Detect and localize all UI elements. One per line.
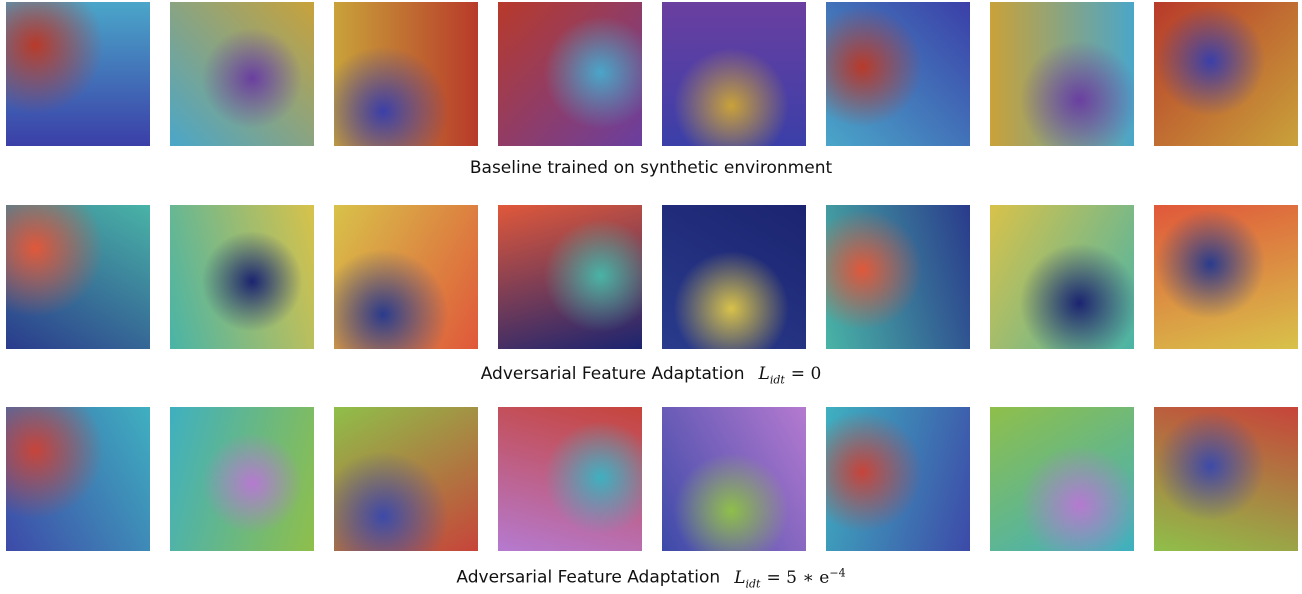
- heatmap-image: [6, 2, 150, 146]
- formula-symbol: L: [759, 364, 770, 384]
- heatmap-image: [826, 2, 970, 146]
- heatmap-image: [826, 205, 970, 349]
- heatmap-image: [498, 205, 642, 349]
- formula-symbol: L: [734, 568, 745, 588]
- heatmap-image: [990, 2, 1134, 146]
- formula: Lidt = 0: [759, 364, 822, 384]
- formula: Lidt = 5 ∗ e−4: [734, 568, 845, 588]
- caption-text: Baseline trained on synthetic environmen…: [470, 158, 832, 178]
- heatmap-image: [498, 2, 642, 146]
- caption: Adversarial Feature Adaptation Lidt = 5 ∗ …: [0, 566, 1302, 590]
- heatmap-image: [6, 205, 150, 349]
- heatmap-image: [1154, 205, 1298, 349]
- heatmap-image: [334, 205, 478, 349]
- caption: Baseline trained on synthetic environmen…: [0, 158, 1302, 178]
- heatmap-image: [334, 2, 478, 146]
- formula-rhs: = 5 ∗ e: [766, 568, 829, 588]
- heatmap-image: [170, 407, 314, 551]
- heatmap-image: [662, 407, 806, 551]
- heatmap-image: [826, 407, 970, 551]
- heatmap-image: [498, 407, 642, 551]
- heatmap-image: [990, 205, 1134, 349]
- figure: Baseline trained on synthetic environmen…: [0, 0, 1302, 594]
- heatmap-image: [170, 205, 314, 349]
- heatmap-image: [170, 2, 314, 146]
- caption-text: Adversarial Feature Adaptation: [481, 364, 745, 384]
- heatmap-image: [990, 407, 1134, 551]
- formula-subscript: idt: [746, 577, 761, 590]
- formula-superscript: −4: [829, 566, 845, 579]
- caption: Adversarial Feature Adaptation Lidt = 0: [0, 364, 1302, 386]
- caption-text: Adversarial Feature Adaptation: [456, 568, 720, 588]
- heatmap-image: [662, 205, 806, 349]
- heatmap-image: [1154, 2, 1298, 146]
- heatmap-image: [6, 407, 150, 551]
- heatmap-image: [1154, 407, 1298, 551]
- formula-rhs: = 0: [791, 364, 821, 384]
- heatmap-image: [334, 407, 478, 551]
- formula-subscript: idt: [770, 373, 785, 386]
- heatmap-image: [662, 2, 806, 146]
